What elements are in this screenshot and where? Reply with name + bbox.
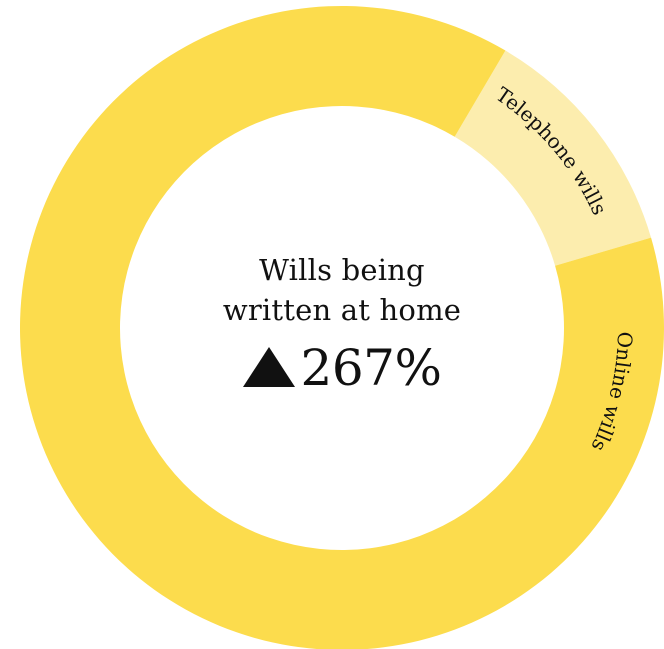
up-triangle-icon bbox=[242, 347, 295, 387]
center-stat-value: 267% bbox=[300, 339, 442, 397]
donut-slices bbox=[20, 6, 664, 649]
center-stat: 267% bbox=[182, 340, 502, 396]
center-title-line1: Wills being bbox=[259, 253, 425, 287]
center-title-line2: written at home bbox=[222, 293, 462, 327]
donut-center-text: Wills being written at home 267% bbox=[182, 250, 502, 396]
slice-telephone-wills bbox=[454, 50, 652, 266]
slice-online-wills bbox=[20, 6, 664, 649]
